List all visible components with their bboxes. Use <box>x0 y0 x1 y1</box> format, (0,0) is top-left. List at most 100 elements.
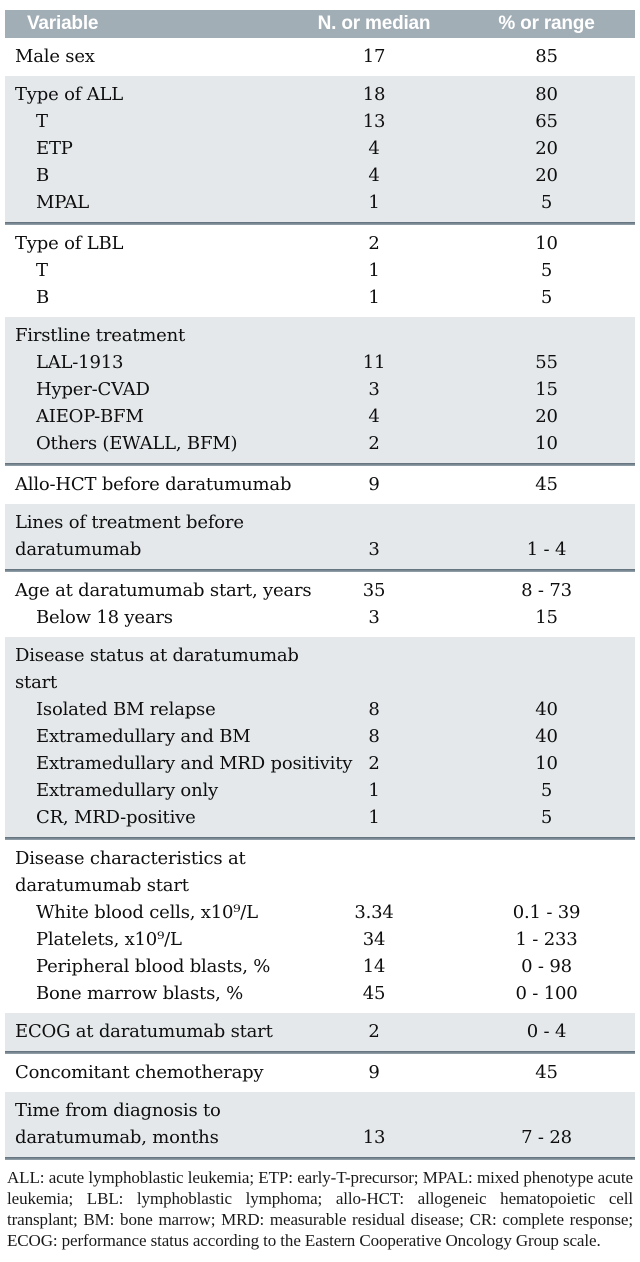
pct-or-range-cell: 1 - 233 <box>515 929 578 950</box>
n-or-median-cell: 14 <box>362 956 386 977</box>
pct-or-range-cell: 0 - 100 <box>515 983 578 1004</box>
variable-label-line: Type of LBL <box>15 233 124 254</box>
table-row: Lines of treatment before daratumumab 3 1 -… <box>5 509 635 563</box>
variable-cell: Allo-HCT before daratumumab <box>5 471 291 498</box>
pct-or-range-cell: 15 <box>535 607 558 628</box>
n-or-median-cell: 2 <box>368 1021 380 1042</box>
n-or-median-cell: 35 <box>362 580 386 601</box>
variable-cell: Hyper-CVAD <box>5 376 290 403</box>
variable-cell: Extramedullary only <box>5 777 290 804</box>
pct-or-range-cell: 65 <box>535 111 558 132</box>
variable-label-line: Extramedullary and BM <box>36 726 251 747</box>
n-or-median-cell: 1 <box>368 780 380 801</box>
variable-label-line: Disease status at daratumumab <box>15 645 299 666</box>
column-header-n-or-median: N. or median <box>317 13 431 34</box>
table-row: LAL-1913 11 55 <box>5 349 635 376</box>
n-or-median-cell: 9 <box>368 474 380 495</box>
table-row: Hyper-CVAD 3 15 <box>5 376 635 403</box>
pct-or-range-cell: 45 <box>535 1062 558 1083</box>
n-or-median-cell: 13 <box>362 111 386 132</box>
section-divider-rule <box>5 463 635 466</box>
table-row: CR, MRD-positive 1 5 <box>5 804 635 831</box>
variable-label-line: daratumumab, months <box>15 1127 219 1148</box>
variable-cell: Concomitant chemotherapy <box>5 1059 290 1086</box>
variable-label-line: Extramedullary and MRD positivity <box>36 753 353 774</box>
pct-or-range-cell: 0.1 - 39 <box>512 902 581 923</box>
table-row: Others (EWALL, BFM) 2 10 <box>5 430 635 457</box>
table-row: Platelets, x10⁹/L 34 1 - 233 <box>5 926 635 953</box>
n-or-median-cell: 13 <box>362 1127 386 1148</box>
variable-label-line: start <box>15 672 58 693</box>
pct-or-range-cell: 80 <box>535 84 558 105</box>
pct-or-range-cell: 7 - 28 <box>521 1127 572 1148</box>
table-row: Extramedullary and MRD positivity 2 10 <box>5 750 635 777</box>
variable-label-line: Peripheral blood blasts, % <box>36 956 271 977</box>
table-row: Age at daratumumab start, years 35 8 - 73 <box>5 577 635 604</box>
table-row: B 1 5 <box>5 284 635 311</box>
table-row: Firstline treatment <box>5 322 635 349</box>
pct-or-range-cell: 85 <box>535 46 558 67</box>
pct-or-range-cell: 5 <box>540 807 553 828</box>
n-or-median-cell: 8 <box>368 699 380 720</box>
pct-or-range-cell: 5 <box>540 260 553 281</box>
n-or-median-cell: 1 <box>368 287 380 308</box>
pct-or-range-cell: 40 <box>535 699 558 720</box>
table-row: Time from diagnosis to daratumumab, month… <box>5 1097 635 1151</box>
n-or-median-cell: 3.34 <box>354 902 394 923</box>
table-row: Disease characteristics at daratumumab st… <box>5 845 635 899</box>
variable-label-line: B <box>36 165 50 186</box>
section-divider-rule <box>5 1157 635 1160</box>
column-header-pct-or-range: % or range <box>498 13 595 34</box>
pct-or-range-cell: 10 <box>535 233 558 254</box>
variable-label-line: Isolated BM relapse <box>36 699 216 720</box>
table-section: Time from diagnosis to daratumumab, month… <box>5 1092 635 1157</box>
variable-cell: B <box>5 162 290 189</box>
variable-label-line: ETP <box>36 138 73 159</box>
table-section: Disease status at daratumumab start Isolat… <box>5 637 635 837</box>
n-or-median-cell: 8 <box>368 726 380 747</box>
variable-cell: Below 18 years <box>5 604 290 631</box>
n-or-median-cell: 1 <box>368 260 380 281</box>
table-row: White blood cells, x10⁹/L 3.34 0.1 - 39 <box>5 899 635 926</box>
table-row: Disease status at daratumumab start <box>5 642 635 696</box>
variable-label-line: daratumumab <box>15 539 142 560</box>
table-row: Peripheral blood blasts, % 14 0 - 98 <box>5 953 635 980</box>
variable-label-line: AIEOP-BFM <box>36 406 144 427</box>
table-footnote: ALL: acute lymphoblastic leukemia; ETP: … <box>7 1168 633 1250</box>
section-divider-rule <box>5 222 635 225</box>
variable-cell: Male sex <box>5 43 290 70</box>
table-row: T 1 5 <box>5 257 635 284</box>
table-row: Concomitant chemotherapy 9 45 <box>5 1059 635 1086</box>
n-or-median-cell: 4 <box>368 165 380 186</box>
variable-label-line: T <box>36 111 48 132</box>
table-row: Below 18 years 3 15 <box>5 604 635 631</box>
pct-or-range-cell: 20 <box>535 406 558 427</box>
n-or-median-cell: 3 <box>368 379 380 400</box>
pct-or-range-cell: 45 <box>535 474 558 495</box>
table-row: Allo-HCT before daratumumab 9 45 <box>5 471 635 498</box>
variable-cell: Lines of treatment before daratumumab <box>5 509 290 563</box>
variable-label-line: Bone marrow blasts, % <box>36 983 244 1004</box>
variable-label-line: Firstline treatment <box>15 325 186 346</box>
variable-cell: Others (EWALL, BFM) <box>5 430 290 457</box>
table-row: Type of LBL 2 10 <box>5 230 635 257</box>
table-section: Allo-HCT before daratumumab 9 45 <box>5 466 635 504</box>
variable-cell: ECOG at daratumumab start <box>5 1018 290 1045</box>
pct-or-range-cell: 10 <box>535 753 558 774</box>
variable-label-line: Time from diagnosis to <box>15 1100 221 1121</box>
variable-cell: Bone marrow blasts, % <box>5 980 290 1007</box>
variable-cell: CR, MRD-positive <box>5 804 290 831</box>
pct-or-range-cell: 20 <box>535 138 558 159</box>
variable-cell: T <box>5 108 290 135</box>
variable-cell: Disease status at daratumumab start <box>5 642 299 696</box>
n-or-median-cell: 45 <box>362 983 386 1004</box>
variable-cell: MPAL <box>5 189 290 216</box>
variable-cell: Type of LBL <box>5 230 290 257</box>
variable-label-line: B <box>36 287 50 308</box>
variable-cell: Firstline treatment <box>5 322 290 349</box>
n-or-median-cell: 2 <box>368 753 380 774</box>
n-or-median-cell: 34 <box>362 929 386 950</box>
table-row: Isolated BM relapse 8 40 <box>5 696 635 723</box>
variable-label-line: CR, MRD-positive <box>36 807 196 828</box>
